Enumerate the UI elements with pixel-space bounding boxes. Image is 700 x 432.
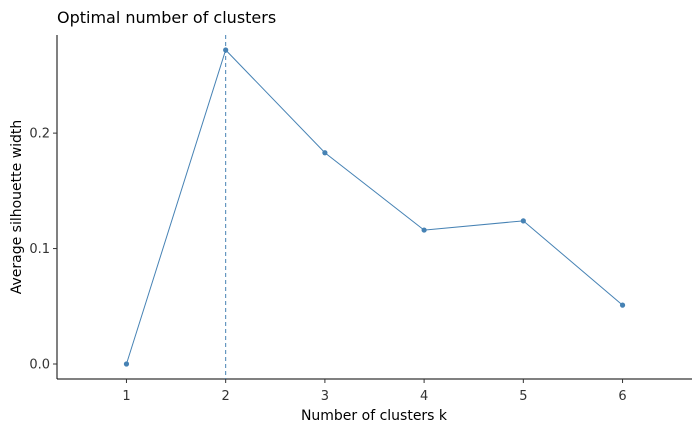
data-point [520,218,526,224]
y-axis-title: Average silhouette width [9,120,25,295]
data-point [619,302,626,308]
data-point [322,150,328,156]
y-axis-ticks: 0.0 0.1 0.2 [29,127,57,372]
series-layer [123,47,626,367]
x-tick-label: 2 [222,389,230,404]
x-tick-label: 1 [122,389,130,404]
y-tick-label: 0.0 [29,357,50,372]
x-tick-label: 4 [420,389,428,404]
x-axis-ticks: 1 2 3 4 5 6 [122,379,627,404]
data-point [123,361,130,367]
x-tick-label: 5 [519,389,527,404]
x-tick-label: 6 [618,389,626,404]
y-tick-label: 0.2 [29,127,50,142]
data-point [421,227,427,233]
x-axis-title: Number of clusters k [301,408,448,424]
chart-title: Optimal number of clusters [57,8,276,27]
plot-area [56,35,692,380]
x-tick-label: 3 [321,389,329,404]
data-point [223,47,229,53]
y-tick-label: 0.1 [29,242,50,257]
series-line [125,49,623,365]
